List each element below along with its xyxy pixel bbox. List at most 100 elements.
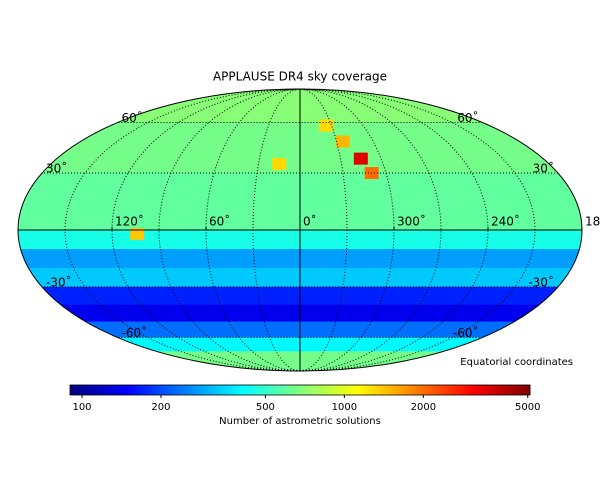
- colorbar-segment: [226, 385, 229, 395]
- colorbar-tick-label: 500: [256, 402, 275, 413]
- colorbar-segment: [216, 385, 219, 395]
- colorbar-segment: [286, 385, 289, 395]
- colorbar-segment: [196, 385, 199, 395]
- colorbar-segment: [108, 385, 111, 395]
- colorbar-segment: [262, 385, 265, 395]
- colorbar-segment: [378, 385, 381, 395]
- colorbar-segment: [468, 385, 471, 395]
- colorbar-segment: [318, 385, 321, 395]
- colorbar-segment: [92, 385, 95, 395]
- colorbar-segment: [322, 385, 325, 395]
- colorbar-segment: [158, 385, 161, 395]
- colorbar-segment: [412, 385, 415, 395]
- colorbar-segment: [328, 385, 331, 395]
- colorbar-segment: [122, 385, 125, 395]
- colorbar-segment: [352, 385, 355, 395]
- dec-tick-label: 60˚: [457, 110, 478, 125]
- colorbar-segment: [230, 385, 233, 395]
- colorbar-segment: [144, 385, 147, 395]
- ra-tick-label: 240˚: [491, 214, 520, 229]
- dec-tick-label: 30˚: [46, 161, 67, 176]
- colorbar-segment: [418, 385, 421, 395]
- colorbar-segment: [288, 385, 291, 395]
- colorbar-tick-label: 200: [151, 402, 170, 413]
- colorbar-segment: [496, 385, 499, 395]
- colorbar-segment: [78, 385, 81, 395]
- colorbar-segment: [80, 385, 83, 395]
- colorbar-segment: [134, 385, 137, 395]
- colorbar-segment: [208, 385, 211, 395]
- colorbar-segment: [370, 385, 373, 395]
- colorbar-segment: [374, 385, 377, 395]
- colorbar-segment: [458, 385, 461, 395]
- colorbar-segment: [350, 385, 353, 395]
- colorbar-segment: [128, 385, 131, 395]
- colorbar-segment: [334, 385, 337, 395]
- colorbar-segment: [380, 385, 383, 395]
- colorbar-segment: [486, 385, 489, 395]
- colorbar-segment: [416, 385, 419, 395]
- colorbar-segment: [88, 385, 91, 395]
- colorbar-segment: [444, 385, 447, 395]
- colorbar-segment: [338, 385, 341, 395]
- colorbar-segment: [300, 385, 303, 395]
- colorbar-segment: [474, 385, 477, 395]
- colorbar-segment: [180, 385, 183, 395]
- colorbar-segment: [206, 385, 209, 395]
- colorbar-segment: [420, 385, 423, 395]
- colorbar-segment: [516, 385, 519, 395]
- colorbar-segment: [354, 385, 357, 395]
- colorbar-segment: [284, 385, 287, 395]
- colorbar-segment: [480, 385, 483, 395]
- colorbar-segment: [308, 385, 311, 395]
- colorbar-segment: [118, 385, 121, 395]
- colorbar-segment: [490, 385, 493, 395]
- dec-tick-label: 30˚: [533, 161, 554, 176]
- hotspot: [353, 152, 368, 165]
- colorbar-segment: [268, 385, 271, 395]
- colorbar-segment: [106, 385, 109, 395]
- colorbar-segment: [244, 385, 247, 395]
- colorbar-segment: [228, 385, 231, 395]
- colorbar-segment: [342, 385, 345, 395]
- colorbar-segment: [398, 385, 401, 395]
- colorbar-segment: [170, 385, 173, 395]
- colorbar-label: Number of astrometric solutions: [219, 416, 381, 427]
- colorbar-segment: [450, 385, 453, 395]
- colorbar-segment: [110, 385, 113, 395]
- dec-tick-label: -60˚: [453, 325, 479, 340]
- colorbar-segment: [386, 385, 389, 395]
- colorbar-segment: [382, 385, 385, 395]
- colorbar-segment: [186, 385, 189, 395]
- colorbar-segment: [192, 385, 195, 395]
- colorbar-segment: [390, 385, 393, 395]
- colorbar-segment: [460, 385, 463, 395]
- colorbar-segment: [442, 385, 445, 395]
- colorbar-segment: [148, 385, 151, 395]
- colorbar-segment: [518, 385, 521, 395]
- colorbar-segment: [366, 385, 369, 395]
- colorbar-segment: [336, 385, 339, 395]
- colorbar-segment: [302, 385, 305, 395]
- colorbar-segment: [142, 385, 145, 395]
- colorbar-segment: [74, 385, 77, 395]
- colorbar-tick-label: 2000: [411, 402, 436, 413]
- colorbar-segment: [248, 385, 251, 395]
- colorbar-segment: [160, 385, 163, 395]
- colorbar-segment: [422, 385, 425, 395]
- colorbar-segment: [306, 385, 309, 395]
- colorbar-segment: [484, 385, 487, 395]
- hotspot: [335, 135, 350, 148]
- colorbar-segment: [100, 385, 103, 395]
- ra-tick-label: 0˚: [303, 214, 317, 229]
- colorbar-tick-label: 5000: [515, 402, 540, 413]
- annotation: Equatorial coordinates: [460, 357, 573, 368]
- colorbar-segment: [320, 385, 323, 395]
- colorbar-segment: [278, 385, 281, 395]
- colorbar-segment: [314, 385, 317, 395]
- colorbar-segment: [348, 385, 351, 395]
- colorbar-segment: [234, 385, 237, 395]
- chart-title: APPLAUSE DR4 sky coverage: [213, 70, 387, 84]
- colorbar-segment: [156, 385, 159, 395]
- colorbar-segment: [324, 385, 327, 395]
